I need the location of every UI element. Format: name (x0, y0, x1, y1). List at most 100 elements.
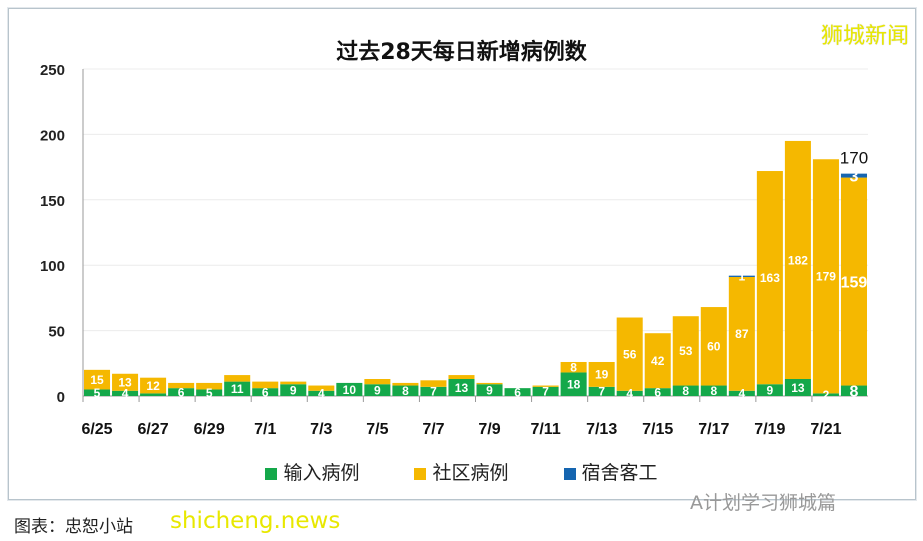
data-label: 42 (651, 354, 665, 368)
data-label: 4 (318, 387, 325, 401)
legend-swatch-dorm (563, 467, 576, 480)
x-tick-label: 6/27 (138, 421, 169, 438)
bar-segment (364, 384, 391, 396)
bar-segment (840, 177, 867, 386)
chart-frame (8, 8, 916, 500)
data-label: 3 (850, 168, 859, 185)
bar-segment (588, 361, 615, 387)
data-label: 8 (402, 384, 409, 398)
legend: 输入病例 社区病例 宿舍客工 (0, 458, 923, 485)
data-label: 87 (735, 327, 749, 341)
data-label: 6 (262, 385, 269, 399)
data-label: 5 (206, 386, 213, 400)
bar-segment (756, 384, 783, 396)
bar-segment (728, 390, 755, 396)
legend-label-import: 输入病例 (283, 462, 360, 484)
source-caption: 图表：忠恕小站 (14, 517, 133, 537)
brand-logo-text: 狮城新闻 (820, 24, 909, 49)
data-label: 15 (90, 373, 104, 387)
bar-segment (196, 382, 223, 390)
data-label: 11 (231, 382, 244, 396)
data-label: 8 (710, 384, 717, 398)
x-tick-label: 7/7 (422, 421, 444, 438)
data-label: 2 (823, 388, 830, 402)
bar-segment (112, 390, 139, 396)
bar-segment (728, 276, 755, 391)
bar-segment (308, 385, 335, 391)
bar-segment (784, 378, 811, 396)
bar-segment (112, 373, 139, 391)
data-label: 10 (343, 383, 357, 397)
x-tick-label: 7/19 (754, 421, 785, 438)
bar-segment (840, 385, 867, 396)
legend-label-community: 社区病例 (432, 462, 509, 484)
y-tick-label: 200 (40, 127, 65, 144)
data-label: 6 (178, 385, 185, 399)
data-label: 9 (374, 383, 381, 397)
y-tick-label: 100 (40, 258, 65, 275)
data-label: 4 (122, 387, 129, 401)
y-tick-label: 50 (48, 324, 65, 341)
legend-swatch-import (265, 467, 278, 480)
bar-segment (252, 388, 279, 396)
data-label: 13 (791, 381, 805, 395)
data-label: 9 (767, 383, 774, 397)
data-label: 6 (514, 385, 521, 399)
bar-segment (672, 385, 699, 396)
bar-segment (476, 382, 503, 385)
data-label: 53 (679, 344, 693, 358)
data-label: 18 (567, 378, 581, 392)
data-label: 7 (430, 385, 437, 399)
data-label: 163 (760, 271, 780, 285)
bar-segment (224, 375, 251, 382)
bar-segment (728, 275, 755, 277)
data-label: 56 (623, 347, 637, 361)
data-label: 9 (486, 383, 493, 397)
x-tick-label: 7/5 (366, 421, 388, 438)
bar-segment (616, 317, 643, 391)
x-tick-label: 7/11 (530, 421, 560, 438)
legend-item-dorm: 宿舍客工 (563, 458, 658, 485)
total-annotation: 170 (840, 149, 868, 168)
bar-segment (168, 382, 195, 389)
bar-segment (280, 384, 307, 396)
bar-segment (560, 361, 587, 373)
bar-segment (84, 389, 111, 396)
bar-segment (756, 171, 783, 385)
bar-segment (532, 385, 559, 387)
bar-segment (280, 381, 307, 385)
bar-segment (308, 390, 335, 396)
bar-segment (644, 333, 671, 389)
bar-segment (364, 378, 391, 385)
legend-swatch-community (414, 467, 427, 480)
data-label: 13 (455, 381, 469, 395)
data-label: 159 (841, 274, 868, 291)
bar-segment (196, 389, 223, 396)
data-label: 179 (816, 270, 836, 284)
data-label: 7 (598, 385, 605, 399)
data-label: 60 (707, 340, 721, 354)
data-label: 13 (118, 376, 132, 390)
data-label: 7 (542, 385, 549, 399)
bar-segment (784, 140, 811, 379)
legend-item-import: 输入病例 (265, 458, 359, 485)
data-label: 9 (290, 383, 297, 397)
x-tick-label: 6/29 (194, 421, 225, 438)
bar-segment (336, 382, 363, 396)
data-label: 8 (682, 384, 689, 398)
x-tick-label: 7/17 (698, 421, 729, 438)
bar-segment (252, 381, 279, 389)
bar-segment (420, 386, 447, 396)
bar-segment (140, 393, 167, 396)
bar-segment (420, 380, 447, 387)
bar-segment (504, 388, 531, 396)
data-label: 5 (94, 386, 101, 400)
y-tick-label: 0 (57, 389, 65, 406)
site-watermark: shicheng.news (170, 508, 341, 534)
legend-item-community: 社区病例 (414, 458, 509, 485)
data-label: 4 (626, 387, 633, 401)
bar-segment (700, 307, 727, 386)
y-tick-label: 150 (40, 193, 65, 210)
bar-segment (588, 386, 615, 396)
bar-segment (140, 377, 167, 394)
